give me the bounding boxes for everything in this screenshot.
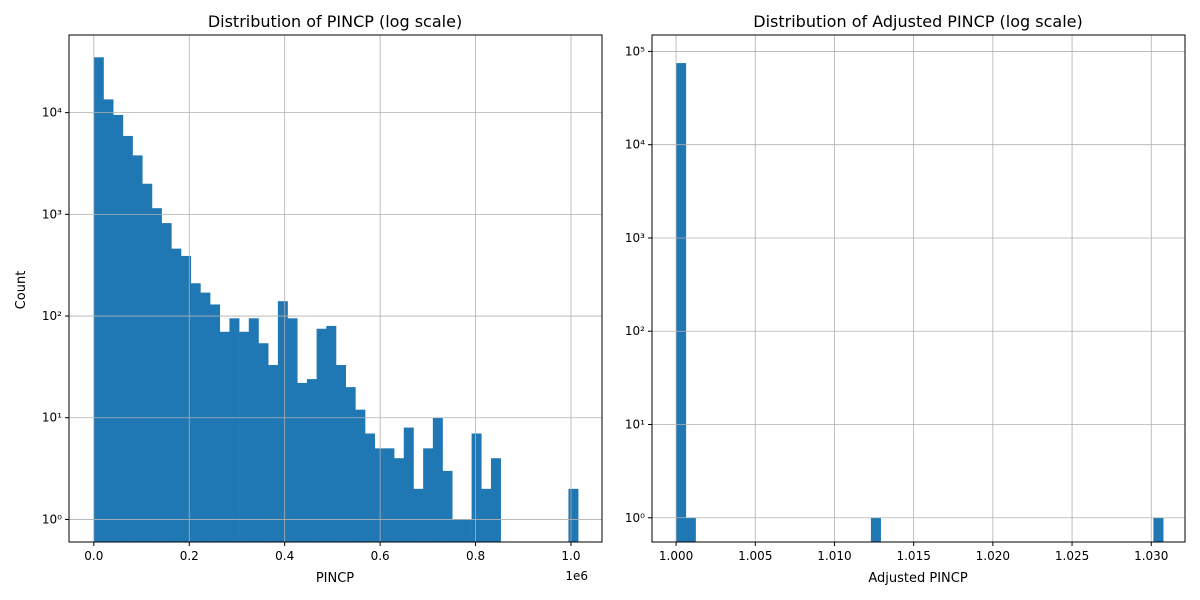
x-tick-label: 0.4 <box>275 549 294 563</box>
histogram-bar <box>103 99 114 542</box>
histogram-bar <box>142 183 153 543</box>
x-tick-label: 1.0 <box>561 549 580 563</box>
histogram-bar <box>248 318 259 542</box>
histogram-bar <box>452 519 463 542</box>
histogram-bar <box>190 283 201 542</box>
y-tick-label: 10² <box>625 324 645 338</box>
x-axis-label: Adjusted PINCP <box>868 571 967 586</box>
histogram-bar <box>423 448 434 542</box>
y-tick-label: 10⁰ <box>625 511 645 525</box>
histogram-bar <box>384 448 395 542</box>
x-tick-label: 1.010 <box>817 549 851 563</box>
histogram-bar <box>374 448 385 542</box>
x-offset-label: 1e6 <box>565 569 588 583</box>
plot-frame <box>68 34 603 543</box>
histogram-bar <box>471 433 482 542</box>
chart-panel-pincp: Distribution of PINCP (log scale) PINCP … <box>14 12 603 586</box>
x-tick-label: 0.6 <box>371 549 390 563</box>
histogram-bar <box>394 458 405 542</box>
x-axis-label: PINCP <box>316 571 354 586</box>
histogram-bar <box>326 325 337 542</box>
histogram-bar <box>345 387 356 542</box>
histogram-bar <box>151 208 162 543</box>
y-tick-label: 10⁴ <box>625 138 645 152</box>
y-tick-label: 10³ <box>42 207 62 221</box>
histogram-bar <box>413 488 424 542</box>
histogram-bar <box>180 255 191 542</box>
histogram-bar <box>316 328 327 542</box>
histogram-bar <box>277 301 288 542</box>
histogram-bar <box>685 517 696 542</box>
histogram-bar <box>461 519 472 542</box>
histogram-bar <box>93 57 104 543</box>
chart-panel-adjusted-pincp: Distribution of Adjusted PINCP (log scal… <box>625 12 1186 586</box>
y-axis-label: Count <box>14 271 29 310</box>
histogram-bar <box>229 318 240 542</box>
y-tick-label: 10³ <box>625 231 645 245</box>
plot-area-pincp: 0.0 0.2 0.4 0.6 0.8 1.0 10⁰ 10¹ 10² 10³ 10⁴ <box>42 34 603 563</box>
histogram-bar <box>210 304 221 542</box>
y-tick-label: 10⁵ <box>625 44 645 58</box>
chart-title: Distribution of PINCP (log scale) <box>208 12 462 31</box>
x-tick-label: 0.2 <box>180 549 199 563</box>
chart-title: Distribution of Adjusted PINCP (log scal… <box>753 12 1082 31</box>
y-tick-label: 10² <box>42 309 62 323</box>
histogram-bar <box>442 470 453 542</box>
plot-frame <box>651 34 1186 543</box>
y-tick-label: 10⁴ <box>42 106 62 120</box>
x-tick-label: 1.000 <box>659 549 693 563</box>
histogram-bar <box>335 365 346 542</box>
histogram-bar <box>200 292 211 542</box>
histogram-bar <box>287 318 298 542</box>
y-tick-label: 10¹ <box>42 411 62 425</box>
histogram-bar <box>403 427 414 542</box>
histogram-bar <box>297 382 308 542</box>
histogram-bar <box>432 417 443 542</box>
histogram-bar <box>568 488 579 542</box>
x-tick-label: 1.015 <box>896 549 930 563</box>
histogram-bar <box>161 223 172 542</box>
histogram-bar <box>258 343 269 542</box>
x-tick-label: 1.020 <box>976 549 1010 563</box>
x-tick-label: 0.8 <box>466 549 485 563</box>
histogram-bar <box>481 488 492 542</box>
y-tick-label: 10⁰ <box>42 512 62 526</box>
histogram-bar <box>676 63 687 542</box>
histogram-bar <box>490 458 501 542</box>
histogram-bar <box>113 114 124 542</box>
histogram-bar <box>1153 517 1164 542</box>
histogram-bar <box>219 331 230 542</box>
histogram-bar <box>171 248 182 542</box>
x-tick-label: 1.025 <box>1055 549 1089 563</box>
histogram-bar <box>355 409 366 542</box>
histogram-bar <box>132 155 143 542</box>
histogram-bar <box>870 517 881 542</box>
x-tick-label: 1.030 <box>1134 549 1168 563</box>
histogram-bar <box>306 379 317 542</box>
histogram-bar <box>239 331 250 542</box>
histogram-bar <box>122 135 133 542</box>
x-tick-label: 0.0 <box>84 549 103 563</box>
y-tick-label: 10¹ <box>625 418 645 432</box>
histogram-bar <box>365 433 376 542</box>
x-tick-label: 1.005 <box>738 549 772 563</box>
plot-area-adjusted-pincp: 1.000 1.005 1.010 1.015 1.020 1.025 1.030 10⁰ 10… <box>625 34 1186 563</box>
histogram-bar <box>268 365 279 542</box>
